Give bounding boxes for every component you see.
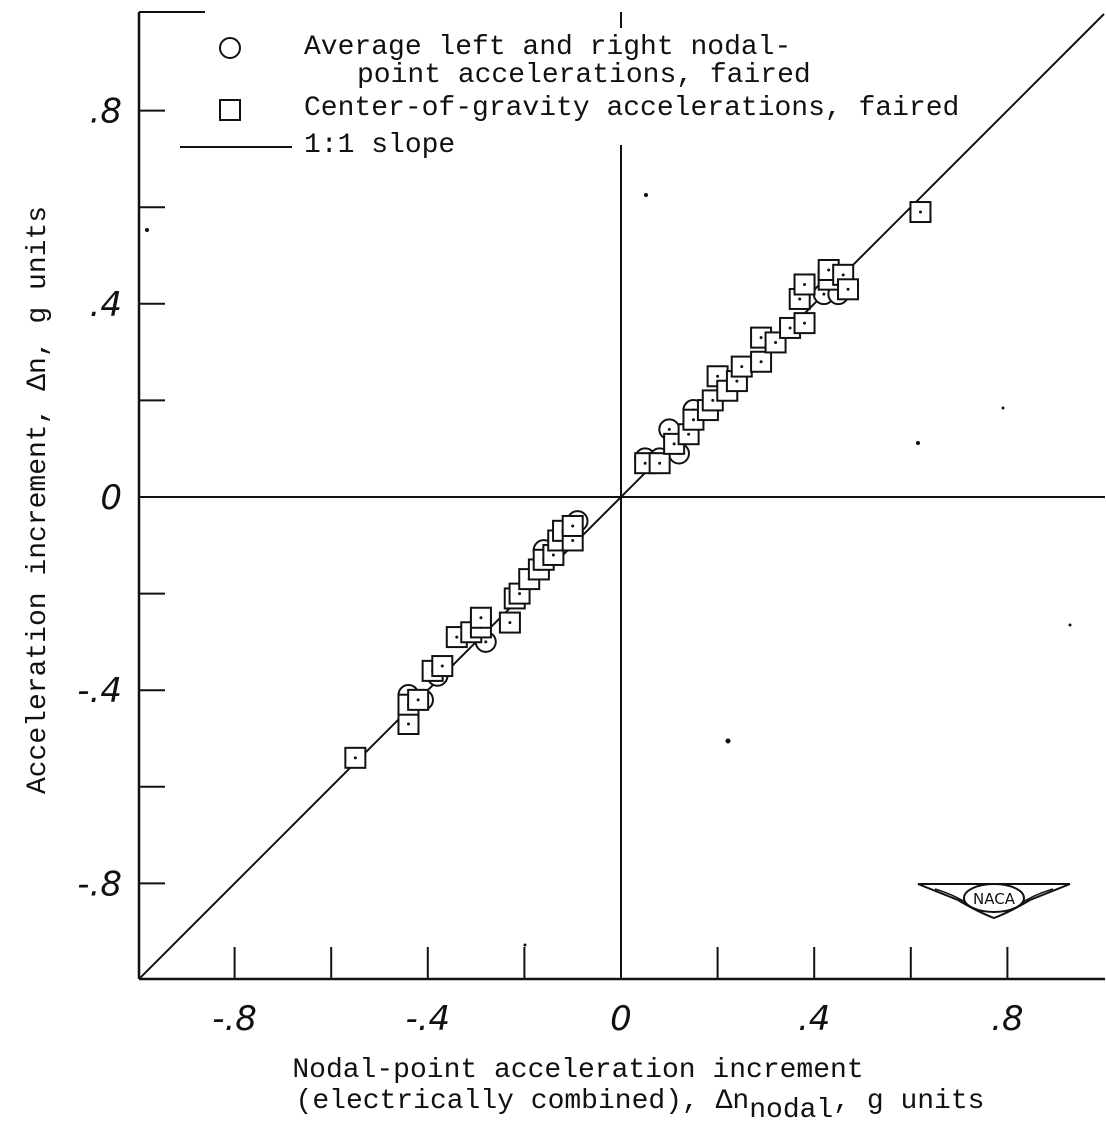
x-axis-title-line2: (electrically combined), Δnnodal, g unit…: [296, 1086, 985, 1126]
x-tick-label: -.8: [212, 999, 257, 1039]
marker-center-dot: [735, 379, 739, 383]
y-tick-label: -.8: [77, 864, 122, 904]
x-tick-label: 0: [610, 999, 632, 1039]
legend: Average left and right nodal- point acce…: [180, 32, 959, 161]
marker-center-dot: [841, 273, 845, 277]
data-markers: [344, 201, 932, 769]
marker-center-dot: [691, 418, 695, 422]
legend-square-label: Center-of-gravity accelerations, faired: [304, 93, 959, 124]
marker-center-dot: [918, 210, 922, 214]
naca-logo-badge: [963, 883, 1025, 913]
marker-center-dot: [484, 640, 488, 644]
marker-center-dot: [759, 360, 763, 364]
tick-labels: -.8 -.4 0 .4 .8 -.8 -.4 0 .4 .8: [77, 92, 1023, 1039]
naca-logo-text: NACA: [973, 890, 1016, 908]
marker-center-dot: [711, 398, 715, 402]
marker-center-dot: [740, 365, 744, 369]
y-tick-label: .4: [90, 285, 122, 325]
marker-center-dot: [353, 756, 357, 760]
marker-center-dot: [643, 461, 647, 465]
legend-circle-label-line2: point accelerations, faired: [357, 60, 811, 91]
x-axis-title-line2-end: , g units: [833, 1086, 984, 1117]
marker-center-dot: [827, 268, 831, 272]
legend-circle-label-line1: Average left and right nodal-: [304, 32, 791, 63]
y-axis-title: Acceleration increment, Δn, g units: [23, 206, 54, 794]
x-axis-title-line1: Nodal-point acceleration increment: [292, 1055, 863, 1086]
marker-center-dot: [803, 321, 807, 325]
y-tick-label: -.4: [77, 671, 122, 711]
marker-center-dot: [508, 621, 512, 625]
marker-center-dot: [667, 427, 671, 431]
one-to-one-slope-line: [139, 13, 1105, 979]
x-axis-title-line2-main: (electrically combined), Δn: [296, 1086, 750, 1117]
x-tick-label: .4: [798, 999, 830, 1039]
marker-center-dot: [803, 282, 807, 286]
naca-logo: NACA: [917, 883, 1071, 920]
y-tick-label: .8: [90, 92, 122, 132]
marker-center-dot: [759, 336, 763, 340]
marker-center-dot: [479, 616, 483, 620]
marker-center-dot: [551, 553, 555, 557]
legend-square-marker: [219, 99, 241, 121]
marker-center-dot: [571, 524, 575, 528]
marker-center-dot: [406, 722, 410, 726]
marker-center-dot: [846, 287, 850, 291]
scan-specks: [145, 193, 1072, 947]
marker-center-dot: [440, 664, 444, 668]
marker-center-dot: [571, 538, 575, 542]
marker-center-dot: [716, 374, 720, 378]
marker-center-dot: [687, 432, 691, 436]
marker-center-dot: [672, 442, 676, 446]
marker-center-dot: [455, 635, 459, 639]
marker-center-dot: [658, 461, 662, 465]
tick-marks: [139, 109, 1009, 979]
marker-center-dot: [518, 592, 522, 596]
marker-center-dot: [798, 297, 802, 301]
legend-line-label: 1:1 slope: [304, 130, 455, 161]
x-tick-label: -.4: [405, 999, 450, 1039]
x-axis-title-subscript: nodal: [749, 1095, 833, 1126]
marker-center-dot: [774, 340, 778, 344]
naca-logo-wings: [917, 883, 1071, 920]
marker-center-dot: [822, 292, 826, 296]
x-tick-label: .8: [991, 999, 1023, 1039]
y-tick-label: 0: [100, 478, 122, 518]
marker-center-dot: [788, 326, 792, 330]
marker-center-dot: [416, 698, 420, 702]
legend-circle-marker: [219, 37, 241, 59]
